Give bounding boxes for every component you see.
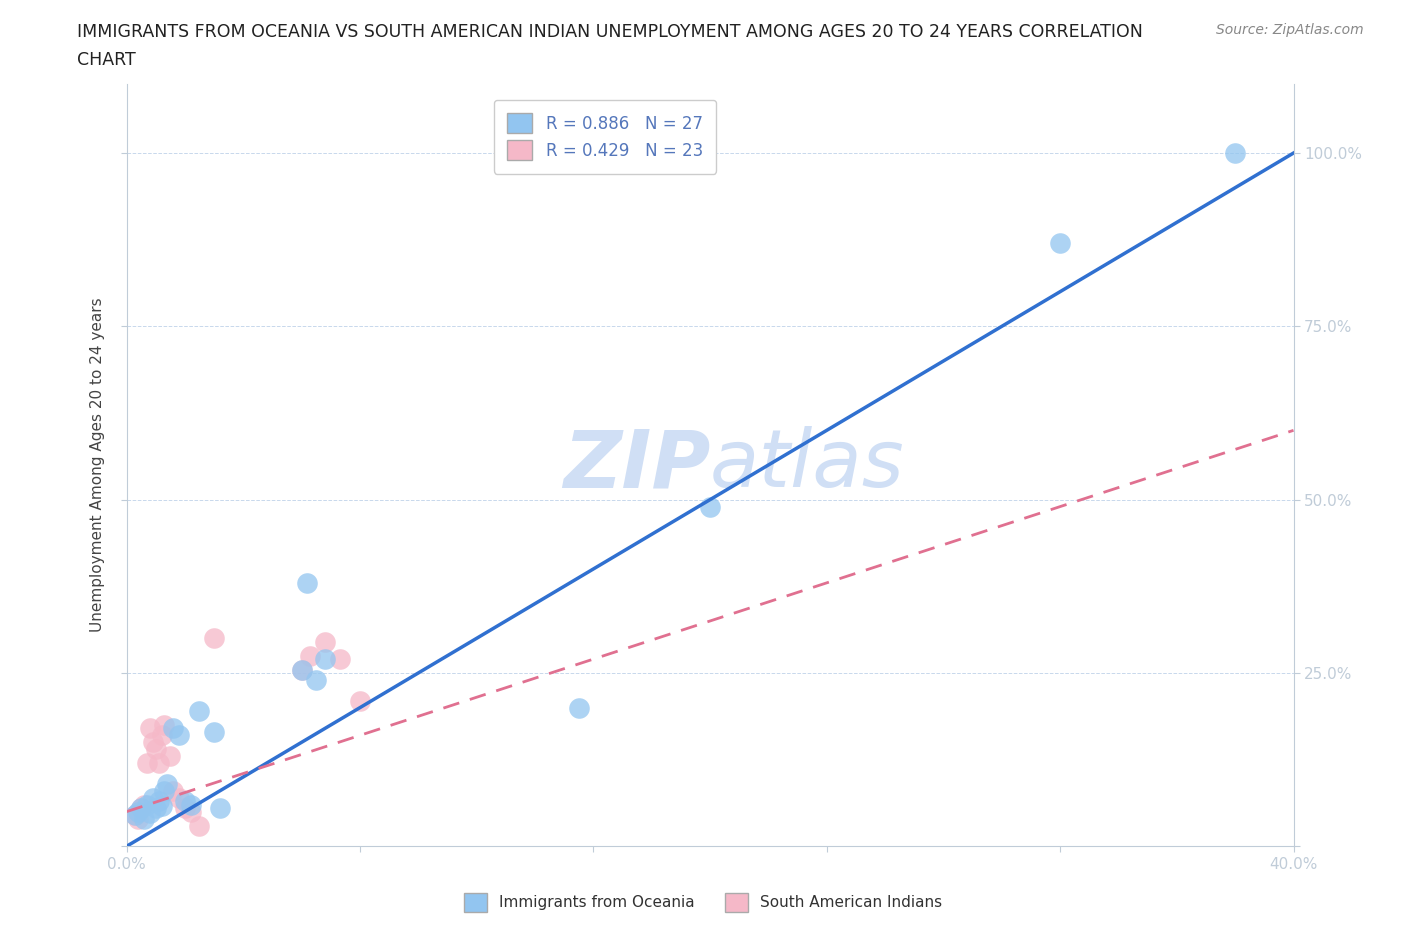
Point	[132, 797, 155, 812]
Point	[290, 662, 312, 677]
Point	[299, 648, 322, 663]
Point	[127, 811, 149, 826]
Point	[180, 797, 202, 812]
Text: IMMIGRANTS FROM OCEANIA VS SOUTH AMERICAN INDIAN UNEMPLOYMENT AMONG AGES 20 TO 2: IMMIGRANTS FROM OCEANIA VS SOUTH AMERICA…	[77, 23, 1143, 41]
Point	[139, 805, 162, 820]
Text: Source: ZipAtlas.com: Source: ZipAtlas.com	[1216, 23, 1364, 37]
Point	[188, 818, 211, 833]
Point	[145, 801, 167, 816]
Point	[297, 576, 319, 591]
Point	[162, 783, 184, 798]
Point	[159, 749, 181, 764]
Point	[314, 634, 336, 649]
Point	[349, 693, 371, 708]
Point	[129, 801, 152, 816]
Point	[153, 718, 176, 733]
Legend: Immigrants from Oceania, South American Indians: Immigrants from Oceania, South American …	[457, 887, 949, 918]
Y-axis label: Unemployment Among Ages 20 to 24 years: Unemployment Among Ages 20 to 24 years	[90, 298, 105, 632]
Point	[142, 735, 165, 750]
Point	[167, 790, 190, 805]
Point	[148, 756, 170, 771]
Point	[145, 742, 167, 757]
Point	[208, 801, 231, 816]
Legend: R = 0.886   N = 27, R = 0.429   N = 23: R = 0.886 N = 27, R = 0.429 N = 23	[494, 100, 716, 174]
Point	[305, 672, 328, 687]
Point	[150, 728, 173, 743]
Point	[148, 794, 170, 809]
Point	[139, 721, 162, 736]
Point	[202, 631, 225, 645]
Point	[174, 801, 197, 816]
Point	[136, 797, 159, 812]
Point	[124, 807, 146, 822]
Point	[142, 790, 165, 805]
Point	[328, 652, 350, 667]
Point	[129, 801, 152, 816]
Point	[153, 783, 176, 798]
Point	[1049, 235, 1071, 250]
Point	[167, 728, 190, 743]
Point	[150, 799, 173, 814]
Point	[156, 777, 179, 791]
Point	[136, 756, 159, 771]
Point	[202, 724, 225, 739]
Text: atlas: atlas	[710, 426, 905, 504]
Point	[568, 700, 591, 715]
Text: CHART: CHART	[77, 51, 136, 69]
Text: ZIP: ZIP	[562, 426, 710, 504]
Point	[290, 662, 312, 677]
Point	[314, 652, 336, 667]
Point	[132, 811, 155, 826]
Point	[124, 807, 146, 822]
Point	[188, 704, 211, 719]
Point	[127, 804, 149, 819]
Point	[1223, 146, 1246, 161]
Point	[162, 721, 184, 736]
Point	[699, 499, 721, 514]
Point	[174, 794, 197, 809]
Point	[180, 804, 202, 819]
